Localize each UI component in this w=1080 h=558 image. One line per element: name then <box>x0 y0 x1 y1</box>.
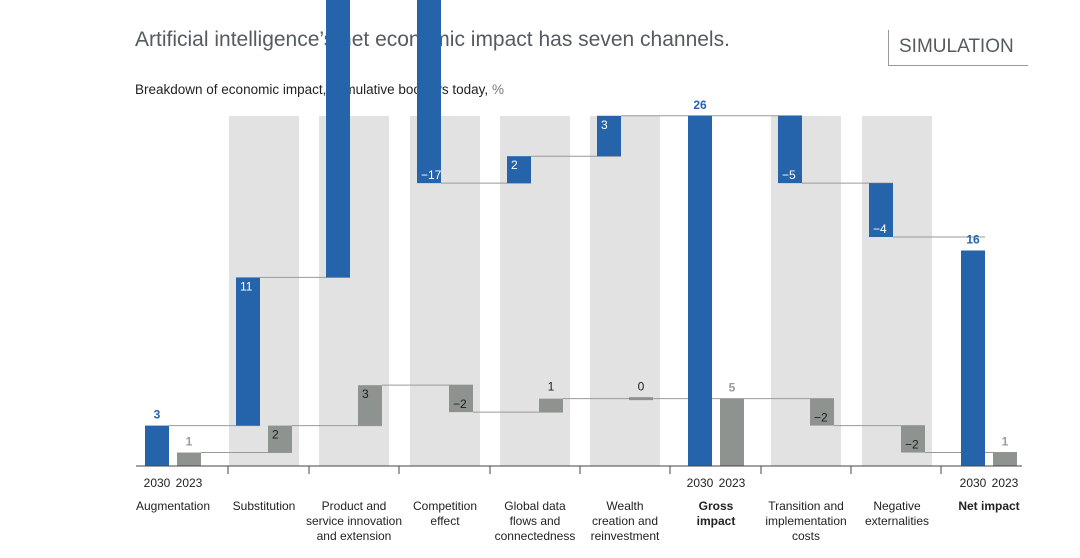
data-label: 3 <box>154 408 161 422</box>
category-label: impact <box>697 514 736 528</box>
data-label: 1 <box>186 435 193 449</box>
data-label: −4 <box>873 222 887 236</box>
data-label: −17 <box>421 168 442 182</box>
bar-2023 <box>449 385 473 413</box>
category-label: service innovation <box>306 514 402 528</box>
series-label-2030: 2030 <box>144 476 171 490</box>
category-label: Gross <box>699 499 734 513</box>
bar-2030 <box>961 250 985 466</box>
bar-2023 <box>810 398 834 426</box>
bar-2030 <box>778 115 802 184</box>
bar-2023 <box>358 385 382 426</box>
category-label: costs <box>792 529 820 543</box>
chart-subtitle-text: Breakdown of economic impact, cumulative… <box>135 82 485 97</box>
data-label: 16 <box>966 232 980 246</box>
category-label: flows and <box>510 514 561 528</box>
chart-subtitle: Breakdown of economic impact, cumulative… <box>135 82 504 97</box>
data-label: 0 <box>638 380 645 394</box>
bar-2023 <box>629 397 653 401</box>
simulation-tag: SIMULATION <box>888 30 1028 66</box>
category-label: effect <box>430 514 460 528</box>
bar-2023 <box>901 425 925 453</box>
category-label: and extension <box>317 529 392 543</box>
category-label: Augmentation <box>136 499 210 513</box>
category-label: Substitution <box>233 499 296 513</box>
bar-2030 <box>688 115 712 466</box>
data-label: −2 <box>453 397 467 411</box>
bar-2023 <box>177 452 201 466</box>
data-label: −2 <box>814 411 828 425</box>
category-label: Product and <box>322 499 387 513</box>
data-label: 3 <box>362 387 369 401</box>
data-label: 2 <box>511 158 518 172</box>
category-label: reinvestment <box>591 529 660 543</box>
category-label: Negative <box>873 499 921 513</box>
data-label: 1 <box>548 380 555 394</box>
bar-2030 <box>507 156 531 184</box>
bar-2030 <box>597 115 621 157</box>
bar-2030 <box>145 425 169 466</box>
category-label: Competition <box>413 499 477 513</box>
series-label-2030: 2030 <box>687 476 714 490</box>
data-label: −2 <box>905 438 919 452</box>
category-label: Wealth <box>606 499 643 513</box>
bar-2030 <box>417 0 441 184</box>
category-label: implementation <box>765 514 846 528</box>
chart-unit: % <box>491 82 504 97</box>
data-label: 11 <box>240 279 253 293</box>
bar-2030 <box>326 0 350 278</box>
category-band <box>862 116 932 466</box>
data-label: 1 <box>1002 435 1009 449</box>
data-label: −5 <box>782 168 796 182</box>
series-label-2023: 2023 <box>176 476 203 490</box>
data-label: 2 <box>272 428 279 442</box>
data-label: 3 <box>601 118 608 132</box>
series-label-2023: 2023 <box>719 476 746 490</box>
category-label: Transition and <box>768 499 844 513</box>
category-label: creation and <box>592 514 658 528</box>
category-band <box>590 116 660 466</box>
category-label: Net impact <box>958 499 1019 513</box>
bar-2030 <box>869 183 893 238</box>
bar-2023 <box>993 452 1017 466</box>
category-label: externalities <box>865 514 929 528</box>
bar-2023 <box>720 398 744 466</box>
series-label-2023: 2023 <box>992 476 1019 490</box>
data-label: 26 <box>693 98 707 112</box>
bar-2023 <box>539 398 563 413</box>
category-label: connectedness <box>495 529 576 543</box>
simulation-tag-label: SIMULATION <box>899 36 1014 57</box>
category-label: Global data <box>504 499 566 513</box>
bar-2023 <box>268 425 292 453</box>
bar-2030 <box>236 277 260 426</box>
data-label: 5 <box>729 381 736 395</box>
series-label-2030: 2030 <box>960 476 987 490</box>
